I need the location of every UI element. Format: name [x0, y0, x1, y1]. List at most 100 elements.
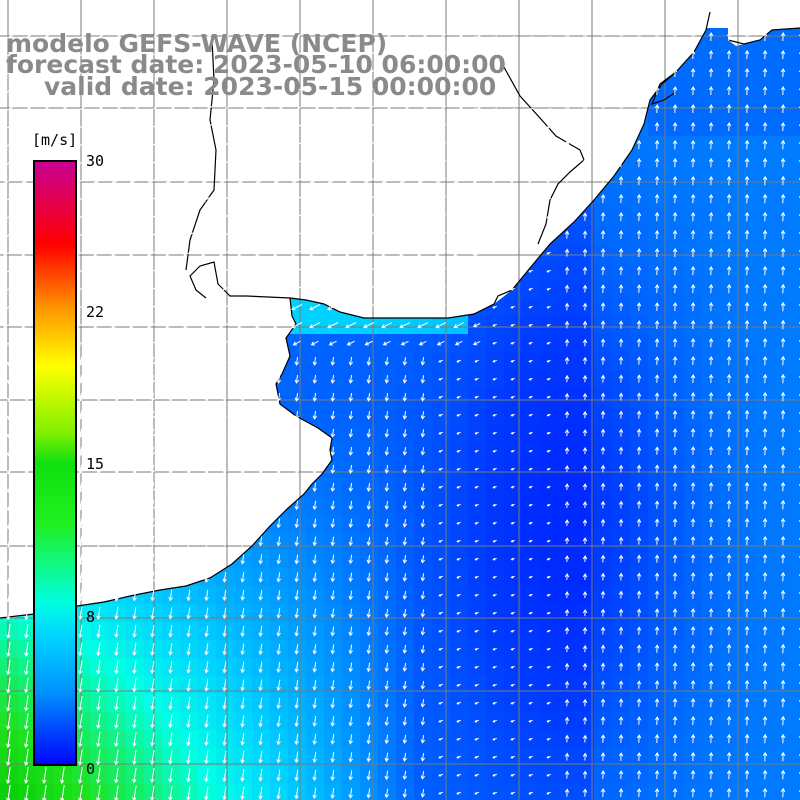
- wind-arrow: [654, 157, 660, 168]
- wind-arrow: [129, 70, 141, 77]
- wind-arrow: [129, 232, 141, 239]
- wind-arrow: [510, 287, 515, 291]
- wind-arrow: [255, 52, 267, 59]
- wind-arrow: [294, 662, 299, 673]
- wind-arrow: [636, 248, 642, 258]
- wind-arrow: [636, 103, 642, 114]
- wind-arrow: [744, 49, 750, 60]
- wind-arrow: [201, 268, 213, 275]
- wind-arrow: [546, 665, 551, 669]
- wind-arrow: [328, 340, 337, 346]
- wind-arrow: [204, 679, 209, 692]
- wind-arrow: [672, 32, 678, 42]
- wind-cell: [792, 46, 800, 65]
- coastline-inner-north: [650, 71, 677, 105]
- wind-arrow: [417, 142, 429, 149]
- wind-arrow: [150, 482, 155, 493]
- wind-arrow: [201, 52, 213, 59]
- wind-arrow: [6, 659, 11, 676]
- wind-arrow: [654, 680, 660, 689]
- wind-arrow: [690, 608, 696, 617]
- wind-arrow: [219, 196, 231, 203]
- wind-arrow: [312, 644, 317, 655]
- wind-arrow: [690, 122, 696, 132]
- wind-arrow: [240, 482, 245, 493]
- wind-cell: [792, 244, 800, 263]
- wind-arrow: [57, 34, 69, 41]
- wind-arrow: [21, 88, 33, 95]
- wind-arrow: [258, 787, 263, 800]
- wind-arrow: [348, 554, 354, 565]
- wind-arrow: [690, 572, 696, 581]
- wind-arrow: [762, 751, 768, 762]
- wind-arrow: [93, 88, 105, 95]
- wind-arrow: [39, 142, 51, 149]
- wind-arrow: [510, 323, 515, 327]
- wind-arrow: [96, 553, 101, 566]
- wind-arrow: [132, 393, 138, 402]
- wind-arrow: [492, 629, 497, 633]
- wind-arrow: [348, 500, 354, 511]
- wind-arrow: [186, 607, 191, 620]
- wind-arrow: [204, 536, 209, 547]
- wind-arrow: [399, 124, 411, 131]
- wind-arrow: [222, 464, 227, 475]
- wind-arrow: [165, 250, 177, 257]
- wind-arrow: [708, 446, 714, 456]
- wind-arrow: [546, 359, 551, 363]
- wind-arrow: [5, 730, 11, 748]
- wind-arrow: [726, 715, 732, 726]
- wind-arrow: [564, 68, 570, 77]
- wind-arrow: [222, 589, 227, 602]
- wind-arrow: [402, 483, 408, 492]
- wind-arrow: [435, 250, 447, 257]
- wind-arrow: [363, 286, 375, 293]
- wind-arrow: [600, 139, 606, 150]
- wind-arrow: [510, 521, 515, 525]
- wind-arrow: [6, 393, 12, 402]
- wind-arrow: [111, 286, 123, 293]
- wind-arrow: [219, 250, 231, 257]
- wind-arrow: [708, 409, 714, 420]
- wind-arrow: [528, 701, 533, 705]
- wind-arrow: [399, 214, 411, 221]
- wind-arrow: [240, 428, 246, 438]
- wind-arrow: [3, 214, 15, 221]
- wind-arrow: [420, 501, 426, 510]
- wind-arrow: [330, 698, 335, 709]
- wind-arrow: [564, 356, 570, 365]
- wind-arrow: [672, 734, 678, 744]
- wind-arrow: [744, 553, 750, 564]
- wind-arrow: [222, 428, 228, 438]
- wind-arrow: [708, 697, 714, 708]
- wind-arrow: [654, 518, 660, 527]
- wind-arrow: [456, 737, 462, 741]
- wind-arrow: [528, 125, 534, 129]
- wind-cell: [792, 406, 800, 425]
- wind-arrow: [636, 608, 642, 617]
- wind-arrow: [222, 446, 228, 457]
- wind-arrow: [150, 535, 155, 547]
- wind-arrow: [582, 320, 588, 329]
- wind-arrow: [312, 572, 317, 583]
- wind-arrow: [114, 642, 119, 657]
- wind-arrow: [165, 178, 177, 185]
- wind-arrow: [165, 232, 177, 239]
- wind-arrow: [222, 715, 227, 728]
- wind-arrow: [147, 304, 159, 311]
- wind-arrow: [384, 393, 390, 402]
- wind-arrow: [258, 375, 264, 384]
- wind-arrow: [348, 626, 353, 637]
- wind-arrow: [168, 643, 173, 656]
- wind-arrow: [618, 85, 624, 96]
- wind-arrow: [384, 590, 390, 600]
- wind-arrow: [76, 340, 85, 346]
- wind-arrow: [492, 215, 498, 219]
- wind-arrow: [510, 305, 515, 309]
- wind-arrow: [762, 697, 768, 708]
- wind-arrow: [564, 104, 570, 113]
- wind-arrow: [312, 393, 318, 402]
- wind-arrow: [690, 428, 696, 437]
- wind-arrow: [186, 393, 192, 402]
- wind-arrow: [21, 250, 33, 257]
